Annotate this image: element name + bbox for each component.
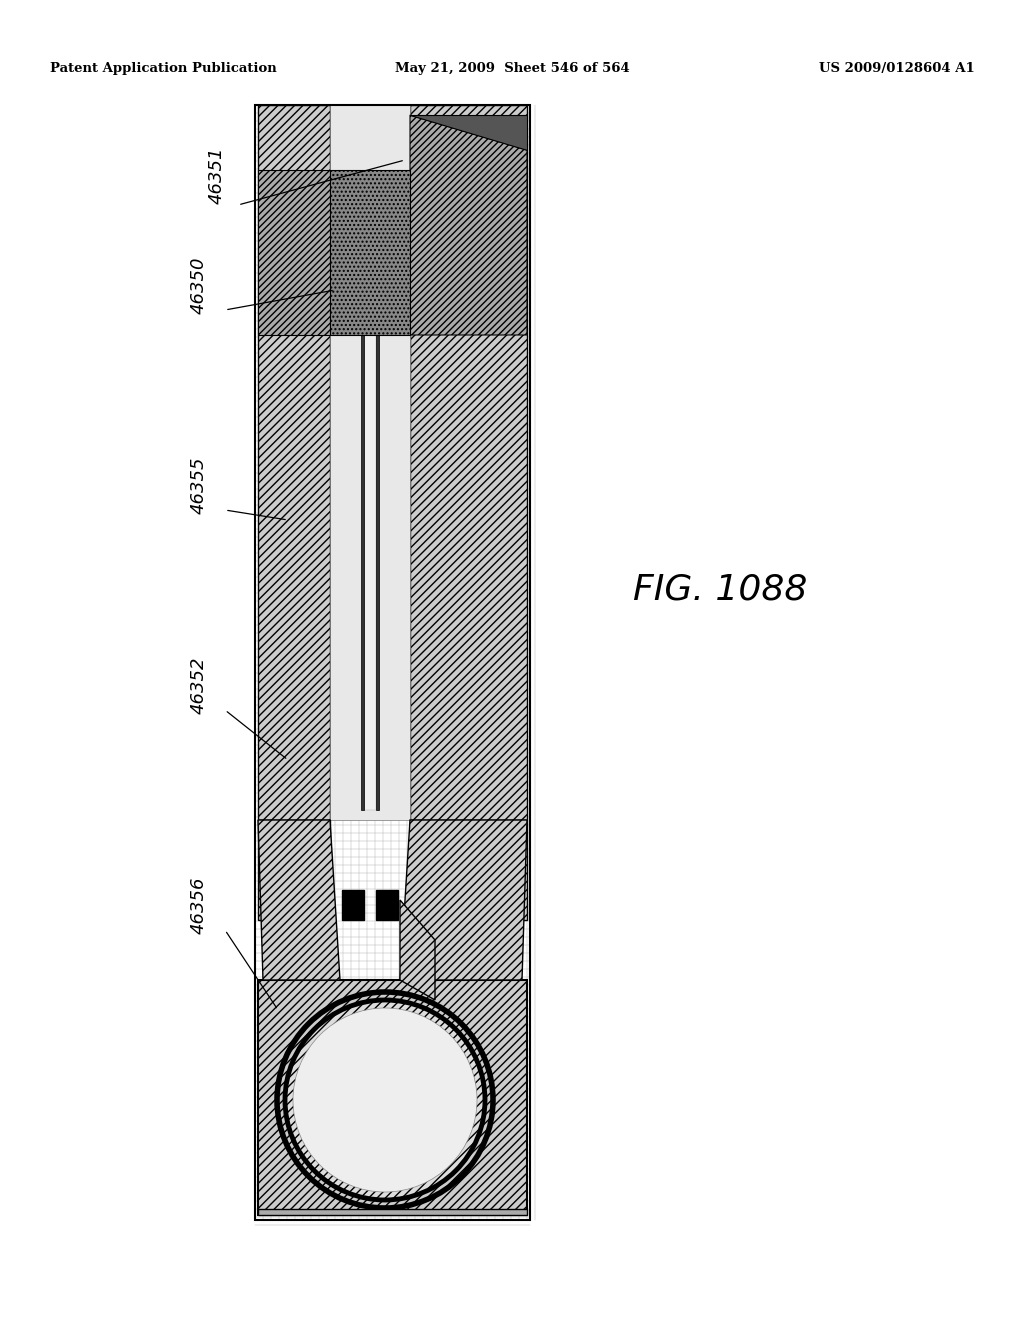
Polygon shape	[400, 820, 527, 979]
Bar	[258, 979, 527, 1214]
Text: 46351: 46351	[208, 147, 226, 205]
Polygon shape	[258, 170, 330, 335]
Bar	[342, 890, 364, 920]
Bar	[376, 890, 398, 920]
Bar	[361, 255, 364, 810]
Circle shape	[293, 1008, 477, 1192]
Text: 46350: 46350	[190, 256, 208, 314]
Polygon shape	[258, 820, 330, 920]
Polygon shape	[258, 820, 340, 979]
Polygon shape	[410, 820, 527, 920]
Polygon shape	[410, 115, 527, 335]
Text: US 2009/0128604 A1: US 2009/0128604 A1	[819, 62, 975, 75]
Polygon shape	[400, 900, 435, 1001]
Circle shape	[285, 1001, 485, 1200]
Circle shape	[278, 993, 493, 1208]
Polygon shape	[410, 115, 527, 150]
Bar	[410, 106, 527, 820]
Text: 46352: 46352	[190, 656, 208, 714]
Bar	[330, 170, 410, 335]
Bar	[255, 106, 530, 1220]
Text: FIG. 1088: FIG. 1088	[633, 573, 807, 607]
Text: 46356: 46356	[190, 876, 208, 935]
Bar	[258, 106, 330, 820]
Text: May 21, 2009  Sheet 546 of 564: May 21, 2009 Sheet 546 of 564	[394, 62, 630, 75]
Bar	[258, 1209, 527, 1214]
Text: Patent Application Publication: Patent Application Publication	[50, 62, 276, 75]
Bar	[330, 106, 410, 820]
Bar	[376, 255, 379, 810]
Text: 46355: 46355	[190, 457, 208, 513]
Bar	[364, 255, 376, 810]
